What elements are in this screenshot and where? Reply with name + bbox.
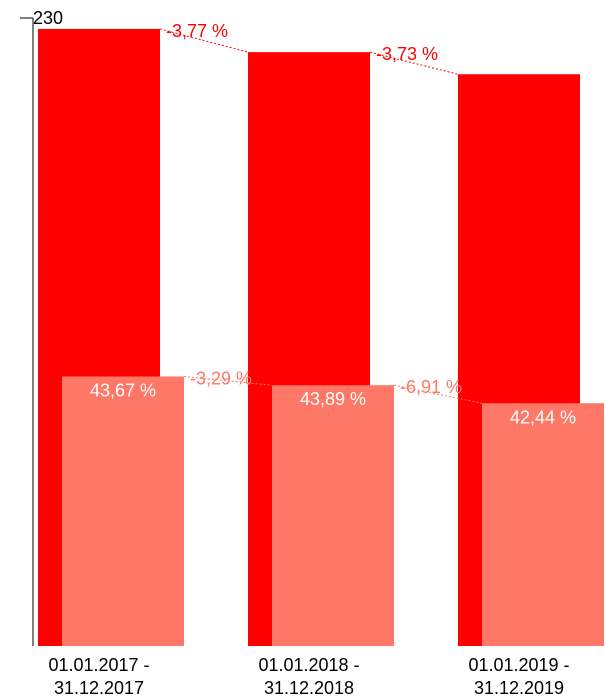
bar-series-2-3 xyxy=(482,403,604,646)
trend-lines-layer xyxy=(159,28,483,404)
x-tick-label-2: 01.01.2018 - 31.12.2018 xyxy=(258,655,359,698)
bar-series-2-1 xyxy=(62,376,184,646)
x-tick-label-3: 01.01.2019 - 31.12.2019 xyxy=(468,655,569,698)
x-tick-label-line: 01.01.2019 - xyxy=(468,655,569,675)
labels-layer: -3,77 % -3,73 % -3,29 % -6,91 % 43,67 % 43,89… xyxy=(48,21,576,698)
value-label-series-2-1: 43,67 % xyxy=(90,381,156,401)
change-label-series-2-1: -3,29 % xyxy=(190,369,252,389)
x-tick-label-1: 01.01.2017 - 31.12.2017 xyxy=(48,655,149,698)
x-tick-label-line: 31.12.2019 xyxy=(474,678,564,698)
change-label-series-1-1: -3,77 % xyxy=(166,21,228,41)
bars-layer xyxy=(38,28,604,647)
trend-line-series-2-2 xyxy=(393,384,483,404)
trend-line-series-1-1 xyxy=(159,28,249,53)
x-tick-label-line: 31.12.2017 xyxy=(54,678,144,698)
value-label-series-2-2: 43,89 % xyxy=(300,389,366,409)
x-tick-label-line: 01.01.2017 - xyxy=(48,655,149,675)
change-label-series-2-2: -6,91 % xyxy=(400,377,462,397)
y-tick-label: 230 xyxy=(33,8,63,28)
change-label-series-1-2: -3,73 % xyxy=(376,44,438,64)
value-label-series-2-3: 42,44 % xyxy=(510,407,576,427)
trend-line-series-1-2 xyxy=(369,51,459,75)
trend-line-series-2-1 xyxy=(183,376,273,386)
bar-series-2-2 xyxy=(272,385,394,646)
x-tick-label-line: 01.01.2018 - xyxy=(258,655,359,675)
axis-layer: 230 xyxy=(20,8,63,646)
x-tick-label-line: 31.12.2018 xyxy=(264,678,354,698)
